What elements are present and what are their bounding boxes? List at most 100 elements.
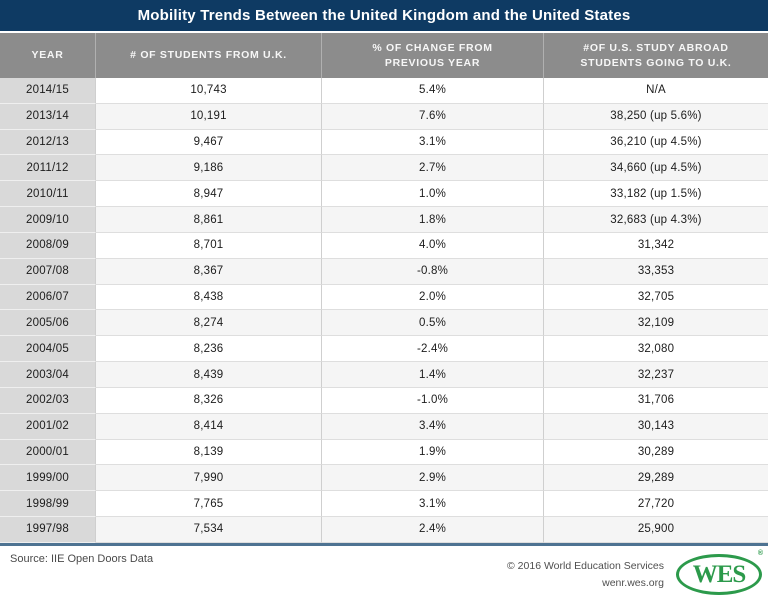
- table-row: 2007/08 8,367 -0.8% 33,353: [0, 258, 768, 285]
- year-cell: 2014/15: [0, 78, 96, 104]
- students-from-uk-cell: 8,236: [96, 336, 322, 363]
- table-body: 2014/15 10,743 5.4% N/A 2013/14 10,191 7.6% 38,…: [0, 78, 768, 543]
- column-header: #OF U.S. STUDY ABROAD STUDENTS GOING TO …: [580, 42, 732, 69]
- year-cell: 2010/11: [0, 181, 96, 208]
- year-cell: 2005/06: [0, 310, 96, 337]
- year-cell: 2003/04: [0, 362, 96, 388]
- year-cell: 1998/99: [0, 491, 96, 518]
- students-from-uk-cell: 8,367: [96, 258, 322, 285]
- students-from-uk-cell: 10,191: [96, 103, 322, 130]
- us-study-abroad-cell: 32,237: [544, 362, 768, 388]
- students-from-uk-cell: 7,990: [96, 465, 322, 492]
- year-cell: 2011/12: [0, 155, 96, 182]
- students-from-uk-cell: 8,701: [96, 232, 322, 259]
- students-from-uk-cell: 8,414: [96, 413, 322, 440]
- students-from-uk-cell: 10,743: [96, 78, 322, 104]
- table-row: 2003/04 8,439 1.4% 32,237: [0, 362, 768, 388]
- pct-change-cell: 3.4%: [322, 413, 544, 440]
- us-study-abroad-cell: 33,182 (up 1.5%): [544, 181, 768, 208]
- us-study-abroad-cell: 36,210 (up 4.5%): [544, 130, 768, 156]
- table-row: 2009/10 8,861 1.8% 32,683 (up 4.3%): [0, 207, 768, 233]
- students-from-uk-cell: 8,139: [96, 439, 322, 466]
- students-from-uk-cell: 8,439: [96, 362, 322, 388]
- website-link[interactable]: wenr.wes.org: [602, 576, 664, 589]
- us-study-abroad-cell: 29,289: [544, 465, 768, 492]
- table-row: 2002/03 8,326 -1.0% 31,706: [0, 387, 768, 414]
- year-cell: 2002/03: [0, 387, 96, 414]
- us-study-abroad-cell: 25,900: [544, 517, 768, 543]
- students-from-uk-cell: 8,947: [96, 181, 322, 208]
- us-study-abroad-cell: 32,683 (up 4.3%): [544, 207, 768, 233]
- pct-change-cell: 2.7%: [322, 155, 544, 182]
- pct-change-cell: 3.1%: [322, 491, 544, 518]
- pct-change-cell: 1.0%: [322, 181, 544, 208]
- footer-right: © 2016 World Education Services wenr.wes…: [507, 550, 763, 595]
- column-header: % OF CHANGE FROM PREVIOUS YEAR: [322, 33, 544, 78]
- column-header: YEAR: [0, 33, 96, 78]
- students-from-uk-cell: 8,438: [96, 284, 322, 311]
- table-row: 2005/06 8,274 0.5% 32,109: [0, 310, 768, 337]
- us-study-abroad-cell: 32,705: [544, 285, 768, 311]
- pct-change-cell: 5.4%: [322, 78, 544, 104]
- pct-change-cell: 1.8%: [322, 207, 544, 233]
- page-title: Mobility Trends Between the United Kingd…: [137, 7, 631, 24]
- pct-change-cell: 1.4%: [322, 362, 544, 388]
- us-study-abroad-cell: 27,720: [544, 491, 768, 518]
- year-cell: 2006/07: [0, 284, 96, 311]
- year-cell: 2012/13: [0, 129, 96, 156]
- footer: Source: IIE Open Doors Data © 2016 World…: [0, 546, 768, 602]
- students-from-uk-cell: 8,274: [96, 310, 322, 337]
- students-from-uk-cell: 7,534: [96, 517, 322, 543]
- students-from-uk-cell: 7,765: [96, 491, 322, 518]
- year-cell: 2007/08: [0, 258, 96, 285]
- pct-change-cell: 4.0%: [322, 232, 544, 259]
- year-cell: 2008/09: [0, 232, 96, 259]
- us-study-abroad-cell: 32,080: [544, 336, 768, 363]
- table-row: 2006/07 8,438 2.0% 32,705: [0, 284, 768, 311]
- students-from-uk-cell: 9,186: [96, 155, 322, 182]
- year-cell: 2009/10: [0, 207, 96, 233]
- table-row: 1997/98 7,534 2.4% 25,900: [0, 517, 768, 543]
- us-study-abroad-cell: 33,353: [544, 259, 768, 285]
- title-bar: Mobility Trends Between the United Kingd…: [0, 0, 768, 31]
- table-row: 1999/00 7,990 2.9% 29,289: [0, 465, 768, 492]
- year-cell: 2013/14: [0, 103, 96, 130]
- us-study-abroad-cell: 34,660 (up 4.5%): [544, 155, 768, 182]
- source-note: Source: IIE Open Doors Data: [10, 553, 154, 565]
- table-row: 2000/01 8,139 1.9% 30,289: [0, 439, 768, 466]
- us-study-abroad-cell: 30,143: [544, 414, 768, 440]
- wes-logo-text: WES: [692, 561, 747, 588]
- year-cell: 1999/00: [0, 465, 96, 492]
- wes-logo: WES ®: [676, 550, 763, 595]
- copyright-text: © 2016 World Education Services: [507, 560, 664, 573]
- pct-change-cell: 2.4%: [322, 517, 544, 543]
- us-study-abroad-cell: 31,342: [544, 233, 768, 259]
- table-row: 2004/05 8,236 -2.4% 32,080: [0, 336, 768, 363]
- table-row: 2011/12 9,186 2.7% 34,660 (up 4.5%): [0, 155, 768, 182]
- table-row: 2001/02 8,414 3.4% 30,143: [0, 413, 768, 440]
- year-cell: 2004/05: [0, 336, 96, 363]
- us-study-abroad-cell: 32,109: [544, 310, 768, 337]
- copyright-block: © 2016 World Education Services wenr.wes…: [507, 558, 664, 591]
- pct-change-cell: 1.9%: [322, 439, 544, 466]
- table-bottom-rule: [0, 543, 768, 546]
- us-study-abroad-cell: 30,289: [544, 440, 768, 466]
- us-study-abroad-cell: N/A: [544, 78, 768, 104]
- table-header-row: YEAR # OF STUDENTS FROM U.K.% OF CHANGE F…: [0, 33, 768, 78]
- pct-change-cell: 3.1%: [322, 129, 544, 156]
- table-row: 2010/11 8,947 1.0% 33,182 (up 1.5%): [0, 181, 768, 208]
- column-header: # OF STUDENTS FROM U.K.: [96, 33, 322, 78]
- us-study-abroad-cell: 38,250 (up 5.6%): [544, 104, 768, 130]
- table-row: 1998/99 7,765 3.1% 27,720: [0, 491, 768, 518]
- pct-change-cell: 7.6%: [322, 103, 544, 130]
- us-study-abroad-cell: 31,706: [544, 388, 768, 414]
- pct-change-cell: 2.9%: [322, 465, 544, 492]
- year-cell: 2000/01: [0, 439, 96, 466]
- year-cell: 1997/98: [0, 517, 96, 543]
- table-row: 2008/09 8,701 4.0% 31,342: [0, 232, 768, 259]
- table-row: 2012/13 9,467 3.1% 36,210 (up 4.5%): [0, 129, 768, 156]
- pct-change-cell: 0.5%: [322, 310, 544, 337]
- pct-change-cell: -1.0%: [322, 387, 544, 414]
- registered-trademark-icon: ®: [757, 550, 763, 557]
